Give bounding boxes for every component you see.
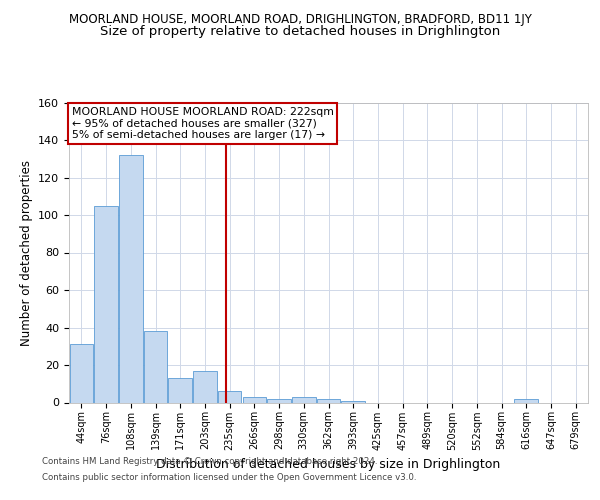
Bar	[94, 206, 118, 402]
Bar	[70, 344, 93, 403]
Text: MOORLAND HOUSE, MOORLAND ROAD, DRIGHLINGTON, BRADFORD, BD11 1JY: MOORLAND HOUSE, MOORLAND ROAD, DRIGHLING…	[68, 12, 532, 26]
Text: Contains HM Land Registry data © Crown copyright and database right 2024.: Contains HM Land Registry data © Crown c…	[42, 458, 377, 466]
Bar	[144, 331, 167, 402]
Bar	[119, 155, 143, 402]
Bar	[242, 397, 266, 402]
Text: MOORLAND HOUSE MOORLAND ROAD: 222sqm
← 95% of detached houses are smaller (327)
: MOORLAND HOUSE MOORLAND ROAD: 222sqm ← 9…	[71, 107, 334, 140]
Bar	[218, 391, 241, 402]
Bar	[169, 378, 192, 402]
Text: Contains public sector information licensed under the Open Government Licence v3: Contains public sector information licen…	[42, 472, 416, 482]
Y-axis label: Number of detached properties: Number of detached properties	[20, 160, 32, 346]
Bar	[317, 399, 340, 402]
Bar	[341, 400, 365, 402]
Text: Size of property relative to detached houses in Drighlington: Size of property relative to detached ho…	[100, 25, 500, 38]
X-axis label: Distribution of detached houses by size in Drighlington: Distribution of detached houses by size …	[157, 458, 500, 471]
Bar	[268, 399, 291, 402]
Bar	[292, 397, 316, 402]
Bar	[514, 399, 538, 402]
Bar	[193, 370, 217, 402]
